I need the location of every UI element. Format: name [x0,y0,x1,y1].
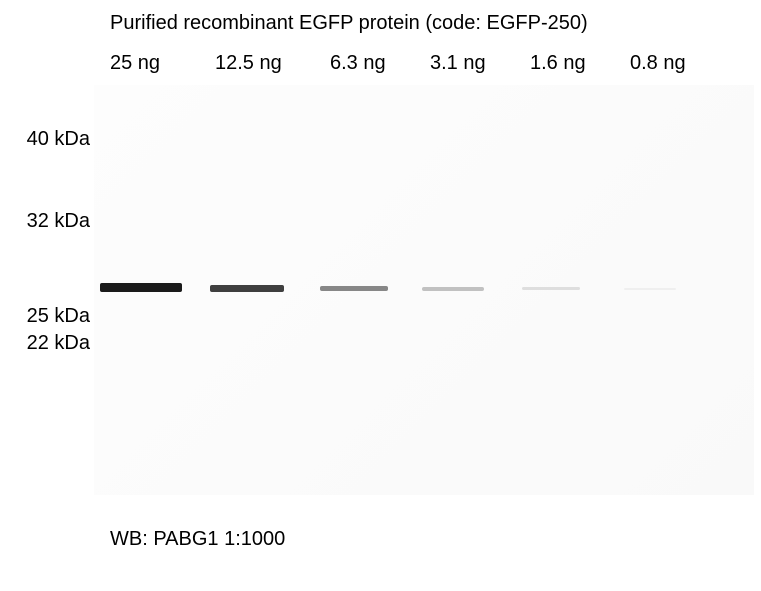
mw-label-3: 22 kDa [27,332,90,355]
lane-label-0: 25 ng [110,52,160,75]
band-5 [624,288,676,290]
mw-label-1: 32 kDa [27,210,90,233]
band-1 [210,285,284,292]
lane-label-2: 6.3 ng [330,52,386,75]
band-3 [422,287,484,291]
figure-title: Purified recombinant EGFP protein (code:… [110,12,588,35]
lane-label-1: 12.5 ng [215,52,282,75]
lane-label-5: 0.8 ng [630,52,686,75]
mw-label-0: 40 kDa [27,128,90,151]
band-0 [100,283,182,292]
mw-label-2: 25 kDa [27,305,90,328]
lane-label-4: 1.6 ng [530,52,586,75]
band-4 [522,287,580,290]
figure-footer: WB: PABG1 1:1000 [110,528,285,551]
band-2 [320,286,388,291]
lane-label-3: 3.1 ng [430,52,486,75]
